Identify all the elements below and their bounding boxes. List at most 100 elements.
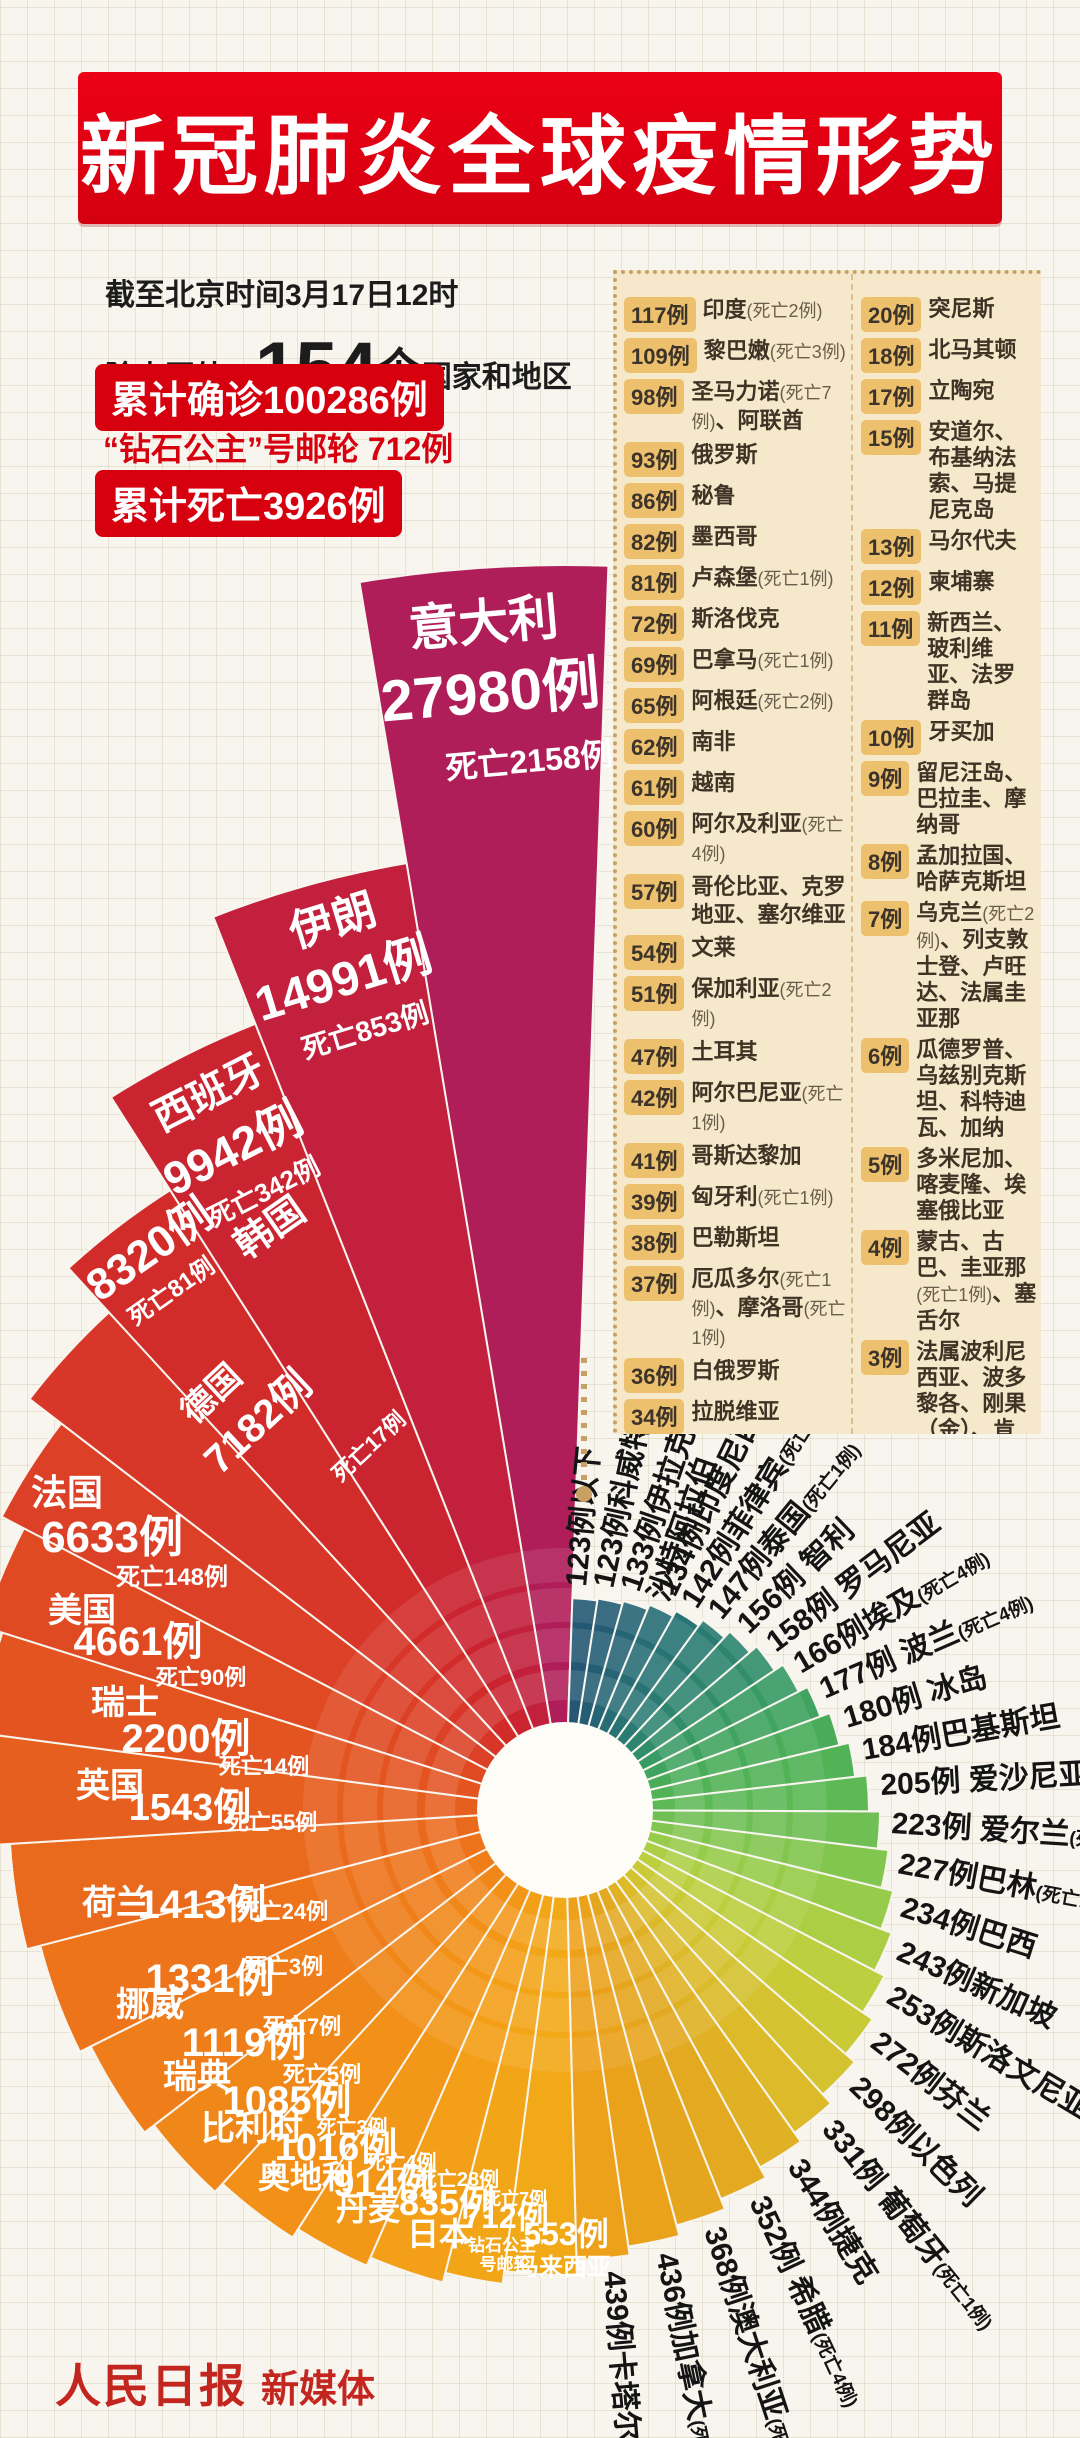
wedge-label: 死亡4例 xyxy=(365,2150,436,2174)
case-count-badge: 34例 xyxy=(624,1399,685,1434)
list-item-names: 马尔代夫 xyxy=(928,528,1017,553)
wedge-label: 712例 xyxy=(463,2199,548,2235)
list-item: 18例 北马其顿 xyxy=(861,337,1037,373)
case-count-badge: 38例 xyxy=(624,1225,685,1260)
radial-label: 205例 爱沙尼亚 xyxy=(880,1758,1080,1802)
list-item: 54例 文莱 xyxy=(624,934,847,970)
wedge-label: 荷兰 xyxy=(82,1884,150,1922)
as-of-date: 截至北京时间3月17日12时 xyxy=(105,279,459,312)
case-count-badge: 72例 xyxy=(624,606,685,641)
list-item-names: 立陶宛 xyxy=(928,378,995,403)
list-item: 7例 乌克兰(死亡2例)、列支敦士登、卢旺达、法属圭亚那 xyxy=(861,900,1037,1032)
case-count-badge: 93例 xyxy=(624,442,685,477)
death-note: (死亡1例) xyxy=(691,1299,846,1348)
radial-label: 223例 爱尔兰(死亡2例) xyxy=(891,1807,1080,1857)
wedge-label: 死亡7例 xyxy=(483,2188,547,2209)
list-item: 11例 新西兰、玻利维亚、法罗群岛 xyxy=(861,610,1037,714)
wedge-label: 914例 xyxy=(333,2163,434,2205)
death-note: (死亡1例) xyxy=(757,651,834,671)
wedge-label: 英国 xyxy=(76,1767,144,1805)
country-list-column-2: 20例 突尼斯 18例 北马其顿 17例 立陶宛 15例 安道尔、布基纳法索、马提尼克岛 13例… xyxy=(851,274,1041,1434)
wedge-label: 比利时 xyxy=(201,2110,303,2148)
list-item: 82例 墨西哥 xyxy=(624,523,847,559)
list-item: 17例 立陶宛 xyxy=(861,378,1037,414)
case-count-badge: 61例 xyxy=(624,770,685,805)
case-count-badge: 109例 xyxy=(624,338,697,373)
case-count-badge: 81例 xyxy=(624,565,685,600)
list-item-names: 北马其顿 xyxy=(928,337,1017,362)
wedge-label: “钻石公主” xyxy=(460,2235,545,2255)
country-list-column-1: 117例 印度(死亡2例) 109例 黎巴嫩(死亡3例) 98例 圣马力诺(死亡7例)、阿… xyxy=(617,274,851,1434)
list-item: 109例 黎巴嫩(死亡3例) xyxy=(624,337,847,373)
case-count-badge: 82例 xyxy=(624,524,685,559)
list-item-names: 阿根廷(死亡2例) xyxy=(691,688,834,713)
list-item: 61例 越南 xyxy=(624,769,847,805)
list-item-names: 阿尔巴尼亚(死亡1例) xyxy=(691,1080,844,1133)
country-list-panel: 117例 印度(死亡2例) 109例 黎巴嫩(死亡3例) 98例 圣马力诺(死亡7例)、阿… xyxy=(613,270,1041,1434)
case-count-badge: 18例 xyxy=(861,338,922,373)
list-item-names: 法属波利尼西亚、波多黎各、刚果（金）、肯尼亚、圣巴泰勒米岛 xyxy=(916,1339,1027,1434)
list-item: 117例 印度(死亡2例) xyxy=(624,296,847,332)
death-note: (死亡2例) xyxy=(746,301,823,321)
case-count-badge: 17例 xyxy=(861,379,922,414)
death-note: (死亡1例) xyxy=(757,1188,834,1208)
fan-wedge-36 xyxy=(0,1734,566,1846)
wedge-label: 死亡90例 xyxy=(156,1665,246,1690)
fan-wedge-43 xyxy=(211,862,566,1811)
list-item: 42例 阿尔巴尼亚(死亡1例) xyxy=(624,1079,847,1137)
list-item: 41例 哥斯达黎加 xyxy=(624,1142,847,1178)
case-count-badge: 39例 xyxy=(624,1184,685,1219)
list-item: 62例 南非 xyxy=(624,728,847,764)
death-note: (死亡2例) xyxy=(757,692,834,712)
wedge-label: 1331例 xyxy=(146,1957,275,2001)
wedge-label: 挪威 xyxy=(116,1986,184,2024)
case-count-badge: 47例 xyxy=(624,1039,685,1074)
wedge-label: 2200例 xyxy=(122,1717,251,1761)
list-item: 34例 拉脱维亚 xyxy=(624,1398,847,1434)
case-count-badge: 4例 xyxy=(861,1230,910,1265)
deaths-total-badge: 累计死亡3926例 xyxy=(95,470,402,537)
list-item: 38例 巴勒斯坦 xyxy=(624,1224,847,1260)
list-item: 60例 阿尔及利亚(死亡4例) xyxy=(624,810,847,868)
title-banner: 新冠肺炎全球疫情形势 xyxy=(78,72,1002,224)
wedge-label: 死亡24例 xyxy=(238,1899,328,1924)
list-item: 86例 秘鲁 xyxy=(624,482,847,518)
footer-brand: 人民日报 新媒体 xyxy=(55,2350,375,2416)
wedge-label: 1085例 xyxy=(223,2079,352,2123)
wedge-label: 835例 xyxy=(399,2182,495,2223)
confirmed-total-badge: 累计确诊100286例 xyxy=(95,364,444,431)
wedge-label: 死亡5例 xyxy=(283,2062,361,2087)
list-item-names: 新西兰、玻利维亚、法罗群岛 xyxy=(927,610,1016,713)
list-item-names: 蒙古、古巴、圭亚那(死亡1例)、塞舌尔 xyxy=(916,1229,1037,1333)
wedge-label: 奥地利 xyxy=(258,2159,354,2195)
list-item-names: 留尼汪岛、巴拉圭、摩纳哥 xyxy=(916,760,1027,837)
case-count-badge: 54例 xyxy=(624,935,685,970)
wedge-label: 美国 xyxy=(48,1592,116,1630)
case-count-badge: 69例 xyxy=(624,647,685,682)
new-media-label: 新媒体 xyxy=(261,2369,376,2411)
wedge-label: 瑞典 xyxy=(163,2058,231,2096)
case-count-badge: 9例 xyxy=(861,761,910,796)
wedge-label: 马来西亚 xyxy=(515,2253,611,2281)
wedge-label: 死亡14例 xyxy=(219,1754,309,1779)
wedge-label: 6633例 xyxy=(41,1513,183,1562)
list-item-names: 匈牙利(死亡1例) xyxy=(691,1184,834,1209)
wedge-label: 死亡7例 xyxy=(263,2014,341,2039)
list-item: 10例 牙买加 xyxy=(861,719,1037,755)
case-count-badge: 8例 xyxy=(861,844,910,879)
case-count-badge: 41例 xyxy=(624,1143,685,1178)
death-note: (死亡4例) xyxy=(691,815,844,864)
list-item: 47例 土耳其 xyxy=(624,1038,847,1074)
radial-label: 439例卡塔尔 xyxy=(597,2270,644,2438)
wedge-label: 意大利 xyxy=(406,589,560,658)
list-item-names: 牙买加 xyxy=(928,719,995,744)
case-count-badge: 60例 xyxy=(624,811,685,846)
wedge-label: 4661例 xyxy=(74,1620,203,1664)
wedge-label: 1543例 xyxy=(129,1787,252,1829)
fan-ring xyxy=(303,1548,827,2072)
list-item: 13例 马尔代夫 xyxy=(861,528,1037,564)
list-item: 93例 俄罗斯 xyxy=(624,441,847,477)
case-count-badge: 117例 xyxy=(624,297,696,332)
